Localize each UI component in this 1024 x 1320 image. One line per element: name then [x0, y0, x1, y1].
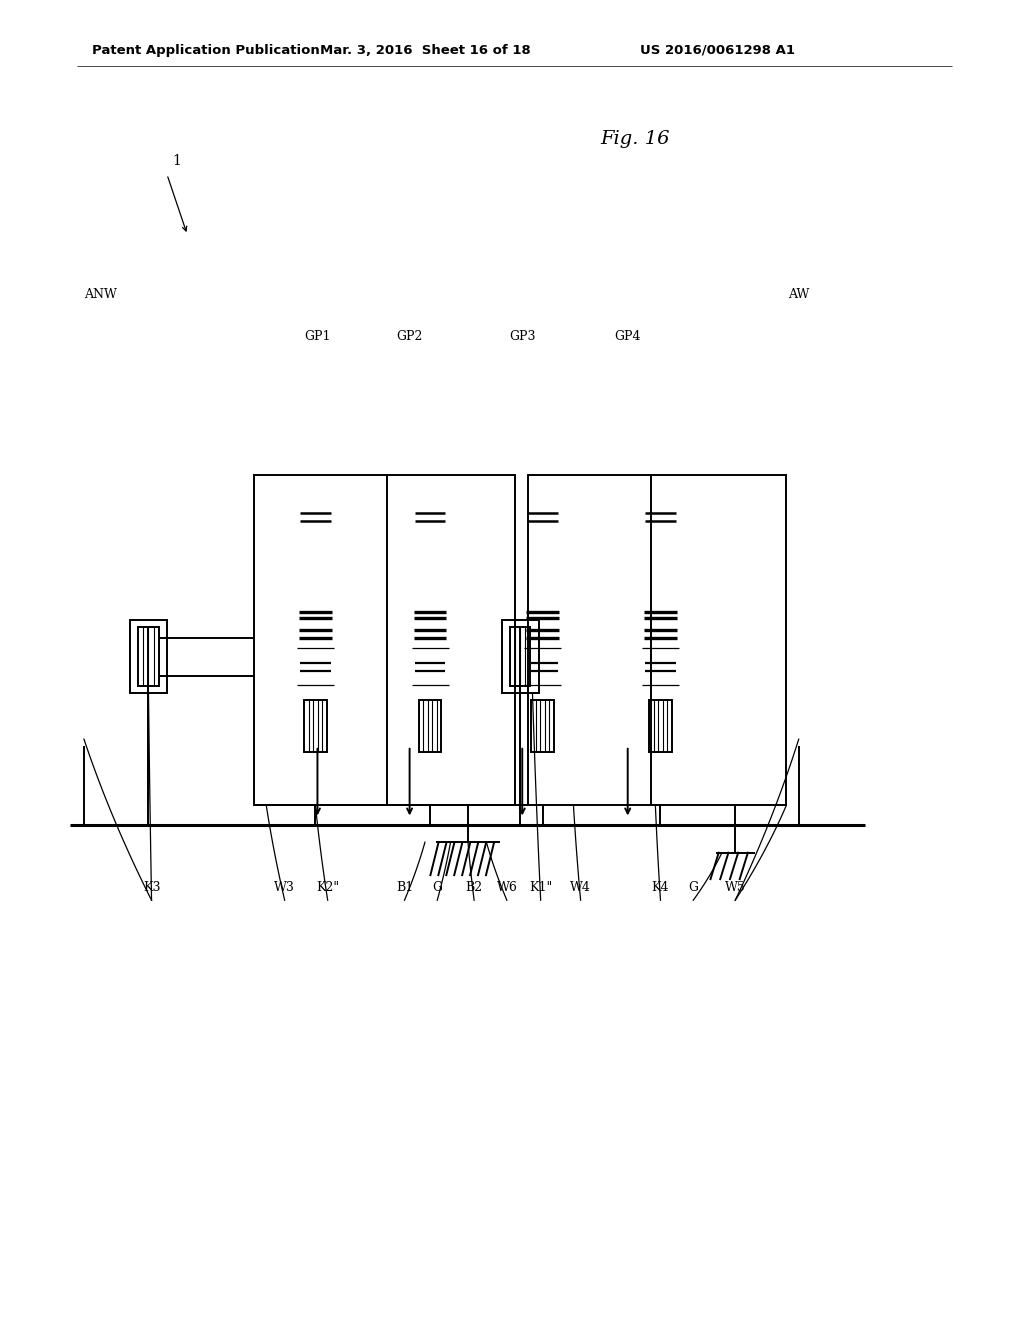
Text: GP2: GP2	[396, 330, 423, 343]
Text: ANW: ANW	[84, 288, 117, 301]
Text: G: G	[688, 880, 698, 894]
Bar	[531, 700, 554, 752]
Text: AW: AW	[788, 288, 810, 301]
Text: K2": K2"	[316, 880, 339, 894]
Text: GP3: GP3	[509, 330, 536, 343]
Bar	[130, 620, 167, 693]
Text: B2: B2	[466, 880, 482, 894]
Bar	[649, 700, 672, 752]
Text: G: G	[432, 880, 442, 894]
Bar	[502, 620, 539, 693]
Text: Mar. 3, 2016  Sheet 16 of 18: Mar. 3, 2016 Sheet 16 of 18	[319, 44, 530, 57]
Text: Patent Application Publication: Patent Application Publication	[92, 44, 319, 57]
Text: K3: K3	[142, 880, 161, 894]
Text: W4: W4	[570, 880, 591, 894]
Bar	[510, 627, 530, 686]
Text: Fig. 16: Fig. 16	[600, 129, 670, 148]
Text: W3: W3	[274, 880, 295, 894]
Text: GP4: GP4	[614, 330, 641, 343]
Text: K4: K4	[651, 880, 670, 894]
Text: 1: 1	[172, 153, 181, 168]
Text: US 2016/0061298 A1: US 2016/0061298 A1	[640, 44, 795, 57]
Text: GP1: GP1	[304, 330, 331, 343]
Text: B1: B1	[396, 880, 413, 894]
Bar	[254, 475, 515, 805]
Text: W6: W6	[497, 880, 517, 894]
Bar	[528, 475, 786, 805]
Bar	[138, 627, 159, 686]
Text: W5: W5	[725, 880, 745, 894]
Text: K1": K1"	[529, 880, 552, 894]
Bar	[419, 700, 441, 752]
Bar	[304, 700, 327, 752]
